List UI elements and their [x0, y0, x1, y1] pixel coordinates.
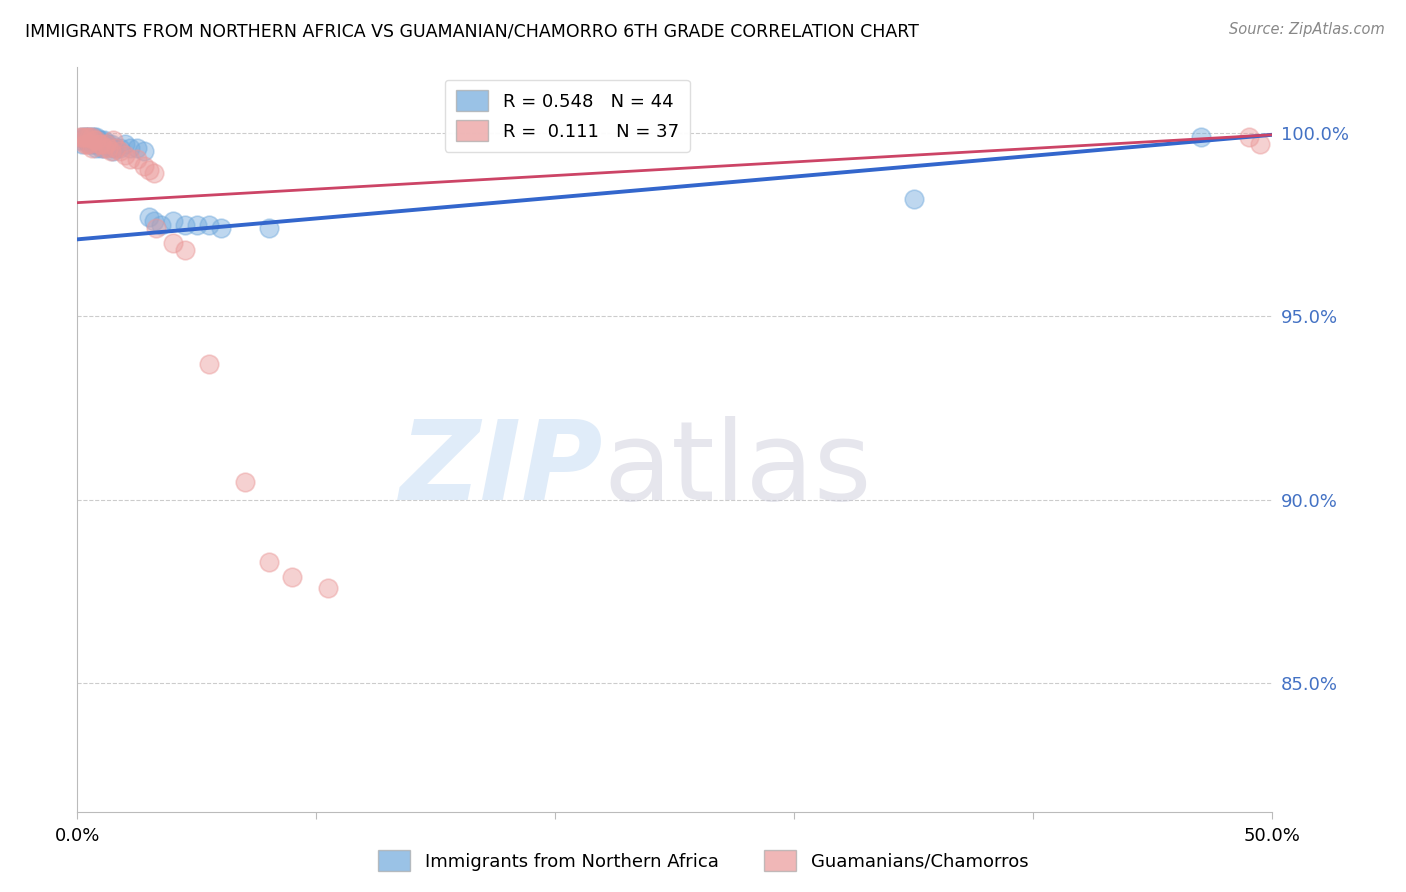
Point: [87, 133, 110, 147]
Point: [1237, 129, 1260, 144]
Point: [100, 136, 122, 151]
Point: [145, 221, 167, 235]
Point: [73, 129, 96, 144]
Point: [186, 218, 208, 232]
Point: [94, 136, 117, 151]
Point: [127, 140, 149, 154]
Point: [114, 136, 136, 151]
Text: IMMIGRANTS FROM NORTHERN AFRICA VS GUAMANIAN/CHAMORRO 6TH GRADE CORRELATION CHAR: IMMIGRANTS FROM NORTHERN AFRICA VS GUAMA…: [25, 22, 920, 40]
Point: [110, 145, 132, 159]
Point: [83, 136, 105, 151]
Legend: Immigrants from Northern Africa, Guamanians/Chamorros: Immigrants from Northern Africa, Guamani…: [371, 843, 1035, 879]
Point: [80, 129, 103, 144]
Point: [70, 136, 93, 151]
Point: [150, 218, 173, 232]
Point: [118, 140, 141, 154]
Point: [86, 133, 108, 147]
Point: [162, 235, 184, 250]
Point: [134, 159, 156, 173]
Point: [103, 140, 124, 154]
Point: [83, 133, 105, 147]
Point: [79, 136, 101, 151]
Point: [76, 133, 98, 147]
Text: atlas: atlas: [603, 416, 872, 523]
Point: [76, 129, 98, 144]
Point: [86, 140, 108, 154]
Point: [76, 129, 98, 144]
Point: [114, 148, 136, 162]
Point: [87, 136, 110, 151]
Point: [76, 136, 98, 151]
Legend: R = 0.548   N = 44, R =  0.111   N = 37: R = 0.548 N = 44, R = 0.111 N = 37: [444, 79, 689, 152]
Point: [138, 211, 160, 225]
Point: [257, 555, 280, 569]
Point: [80, 129, 103, 144]
Point: [197, 357, 219, 371]
Point: [73, 136, 96, 151]
Point: [162, 214, 184, 228]
Point: [209, 221, 232, 235]
Text: Source: ZipAtlas.com: Source: ZipAtlas.com: [1229, 22, 1385, 37]
Point: [103, 133, 124, 147]
Point: [93, 140, 115, 154]
Point: [80, 136, 103, 151]
Point: [87, 136, 110, 151]
Point: [318, 581, 340, 595]
Point: [93, 140, 115, 154]
Point: [110, 140, 132, 154]
Point: [97, 140, 120, 154]
Point: [134, 145, 156, 159]
Point: [127, 152, 149, 166]
Point: [233, 475, 256, 489]
Point: [90, 136, 112, 151]
Point: [281, 570, 304, 584]
Point: [90, 140, 112, 154]
Point: [138, 162, 160, 177]
Point: [73, 129, 96, 144]
Point: [104, 140, 127, 154]
Point: [70, 129, 93, 144]
Point: [79, 129, 101, 144]
Point: [83, 129, 105, 144]
Point: [1250, 136, 1272, 151]
Point: [73, 133, 96, 147]
Point: [90, 133, 112, 147]
Point: [104, 140, 127, 154]
Point: [80, 133, 103, 147]
Point: [1189, 129, 1212, 144]
Point: [94, 136, 117, 151]
Point: [80, 140, 103, 154]
Point: [174, 244, 197, 258]
Point: [70, 129, 93, 144]
Point: [69, 129, 91, 144]
Point: [142, 166, 165, 180]
Point: [197, 218, 219, 232]
Point: [903, 192, 925, 206]
Point: [79, 136, 101, 151]
Point: [103, 145, 124, 159]
Point: [257, 221, 280, 235]
Point: [118, 152, 141, 166]
Point: [174, 218, 197, 232]
Point: [79, 129, 101, 144]
Point: [69, 133, 91, 147]
Point: [100, 145, 122, 159]
Point: [97, 136, 120, 151]
Point: [86, 129, 108, 144]
Text: ZIP: ZIP: [399, 416, 603, 523]
Point: [93, 133, 115, 147]
Point: [142, 214, 165, 228]
